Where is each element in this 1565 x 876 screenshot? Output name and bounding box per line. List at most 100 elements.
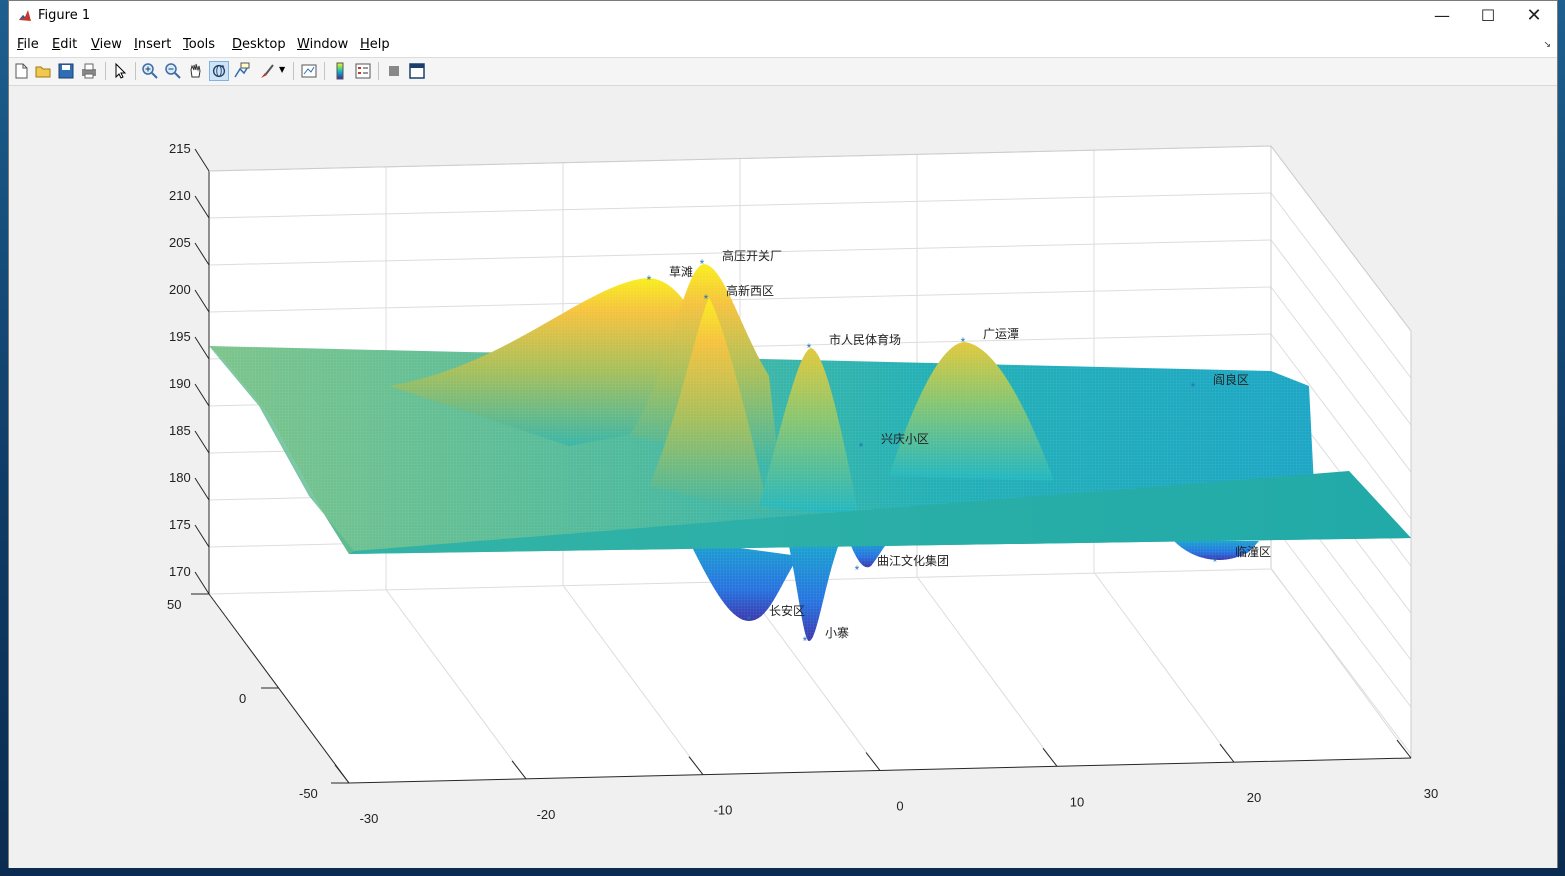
open-file-icon[interactable] <box>33 61 53 81</box>
figure-window: Figure 1 — ☐ ✕ File Edit View Insert Too… <box>8 0 1558 868</box>
z-tick-label: 190 <box>169 376 191 391</box>
menu-edit[interactable]: Edit <box>52 37 78 52</box>
z-tick-mark <box>194 477 210 501</box>
x-tick-label: -30 <box>360 811 379 826</box>
z-tick-label: 205 <box>169 235 191 250</box>
x-tick-label: 20 <box>1247 790 1261 805</box>
z-tick-mark <box>194 336 210 360</box>
surface-plot <box>209 264 1419 646</box>
pan-hand-icon[interactable] <box>186 61 206 81</box>
zoom-out-icon[interactable] <box>163 61 183 81</box>
station-marker: * <box>747 613 752 627</box>
maximize-button[interactable]: ☐ <box>1480 6 1496 25</box>
menu-bar: File Edit View Insert Tools Desktop Wind… <box>9 32 1557 58</box>
z-tick-mark <box>194 242 210 266</box>
x-tick-mark <box>334 764 350 784</box>
station-label: 小寨 <box>825 625 849 640</box>
x-tick-label: -10 <box>714 803 733 818</box>
station-label: 曲江文化集团 <box>877 553 949 568</box>
z-axis-ticks: 170 175 180 185 190 195 200 205 210 215 <box>169 141 210 595</box>
station-annotations: * 高压开关厂 * 草滩 * 高新西区 * 市人民体育场 * 广运潭 * 阎良区 * 兴庆小区 * 曲江文化集… <box>647 248 1271 648</box>
y-tick-label: -50 <box>299 786 318 801</box>
station-label: 阎良区 <box>1213 372 1249 387</box>
hide-plot-tools-icon[interactable] <box>384 61 404 81</box>
station-label: 长安区 <box>769 603 805 618</box>
menu-window[interactable]: Window <box>297 37 349 52</box>
z-tick-mark <box>194 571 210 595</box>
minimize-button[interactable]: — <box>1434 6 1450 25</box>
colorbar-icon[interactable] <box>330 61 350 81</box>
show-plot-tools-icon[interactable] <box>407 61 427 81</box>
station-marker: * <box>700 257 705 271</box>
save-icon[interactable] <box>56 61 76 81</box>
z-tick-mark <box>194 289 210 313</box>
station-label: 市人民体育场 <box>829 332 901 347</box>
station-marker: * <box>647 273 652 287</box>
station-marker: * <box>1213 555 1218 569</box>
x-axis-ticks: -30 -20 -10 0 10 20 30 <box>334 739 1438 826</box>
legend-icon[interactable] <box>353 61 373 81</box>
data-cursor-icon[interactable] <box>232 61 252 81</box>
x-tick-mark <box>688 756 704 775</box>
print-icon[interactable] <box>79 61 99 81</box>
x-tick-label: -20 <box>537 807 556 822</box>
z-tick-label: 200 <box>169 282 191 297</box>
new-figure-icon[interactable] <box>11 61 31 81</box>
station-marker: * <box>961 335 966 349</box>
z-tick-label: 175 <box>169 517 191 532</box>
y-axis-ticks: 50 0 -50 <box>167 593 349 801</box>
select-pointer-icon[interactable] <box>110 61 130 81</box>
x-tick-mark <box>865 752 881 771</box>
menu-help[interactable]: Help <box>360 37 390 52</box>
x-tick-label: 0 <box>896 799 903 814</box>
z-tick-mark <box>194 148 210 172</box>
figure-canvas: 170 175 180 185 190 195 200 205 210 215 50 0 -50 -3… <box>9 86 1557 868</box>
menu-file[interactable]: File <box>17 37 39 52</box>
z-tick-mark <box>194 524 210 548</box>
rotate-3d-icon[interactable] <box>209 61 229 81</box>
station-label: 兴庆小区 <box>881 432 929 446</box>
station-marker: * <box>855 563 860 577</box>
y-tick-label: 0 <box>239 691 246 706</box>
station-marker: * <box>807 341 812 355</box>
close-button[interactable]: ✕ <box>1526 5 1542 26</box>
z-tick-label: 215 <box>169 141 191 156</box>
brush-icon[interactable] <box>257 61 277 81</box>
station-marker: * <box>704 292 709 306</box>
y-tick-label: 50 <box>167 597 181 612</box>
x-tick-label: 30 <box>1424 786 1438 801</box>
station-marker: * <box>859 440 864 454</box>
menu-tools[interactable]: Tools <box>183 37 216 52</box>
station-label: 临潼区 <box>1235 544 1271 559</box>
zoom-in-icon[interactable] <box>140 61 160 81</box>
station-marker: * <box>803 634 808 648</box>
z-tick-mark <box>194 195 210 219</box>
link-plot-icon[interactable] <box>299 61 319 81</box>
title-bar: Figure 1 — ☐ ✕ <box>9 1 1557 32</box>
z-tick-label: 170 <box>169 564 191 579</box>
x-tick-label: 10 <box>1070 794 1084 809</box>
figure-toolbar: ▼ <box>9 58 1557 86</box>
z-tick-label: 180 <box>169 470 191 485</box>
z-tick-mark <box>194 430 210 454</box>
menu-view[interactable]: View <box>91 37 122 52</box>
z-tick-label: 210 <box>169 188 191 203</box>
dock-arrow-icon[interactable]: ↘ <box>1543 40 1551 50</box>
chevron-down-icon[interactable]: ▼ <box>279 65 286 74</box>
x-tick-mark <box>1042 748 1058 767</box>
z-tick-label: 185 <box>169 423 191 438</box>
station-label: 广运潭 <box>983 327 1019 341</box>
station-label: 草滩 <box>669 265 693 279</box>
x-tick-mark <box>1396 739 1412 759</box>
x-tick-mark <box>511 760 527 780</box>
menu-insert[interactable]: Insert <box>134 37 172 52</box>
station-label: 高新西区 <box>726 283 774 298</box>
z-tick-label: 195 <box>169 329 191 344</box>
menu-desktop[interactable]: Desktop <box>232 37 286 52</box>
matlab-logo-icon <box>18 9 32 23</box>
station-label: 高压开关厂 <box>722 248 782 263</box>
station-marker: * <box>1191 380 1196 394</box>
x-tick-mark <box>1219 743 1235 763</box>
window-title: Figure 1 <box>38 8 91 23</box>
